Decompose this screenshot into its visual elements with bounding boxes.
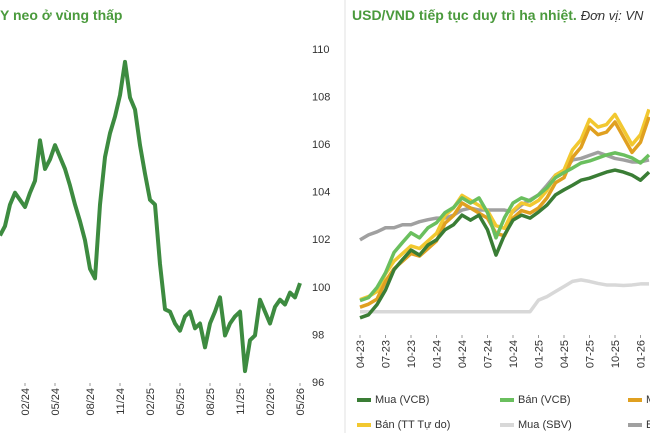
y-tick-label: 110	[312, 44, 330, 56]
x-tick-label: 11/25	[235, 388, 247, 415]
x-tick-label: 07-25	[585, 340, 597, 368]
y-tick-label: 100	[312, 282, 330, 294]
y-tick-label: 96	[312, 377, 324, 389]
x-tick-label: 04-25	[559, 340, 571, 368]
x-tick-label: 10-25	[610, 340, 622, 368]
series-line	[359, 108, 650, 302]
x-tick-label: 05/24	[50, 388, 62, 416]
x-tick-label: 05/26	[295, 388, 307, 416]
series-line	[0, 59, 302, 374]
legend-label: B	[646, 419, 650, 431]
legend-label: Bán (VCB)	[518, 394, 571, 406]
x-tick-label: 07-24	[483, 340, 495, 368]
chart-title: USD/VND tiếp tục duy trì hạ nhiệt. Đơn v…	[352, 7, 644, 23]
x-tick-label: 08/25	[205, 388, 217, 416]
x-tick-label: 04-23	[355, 340, 367, 368]
legend-label: Bán (TT Tự do)	[375, 419, 450, 431]
x-tick-label: 01-24	[432, 340, 444, 368]
legend-label: Mua (SBV)	[518, 419, 572, 431]
x-tick-label: 10-23	[406, 340, 418, 368]
x-tick-label: 02/25	[145, 388, 157, 416]
y-tick-label: 102	[312, 234, 330, 246]
y-tick-label: 108	[312, 91, 330, 103]
x-tick-label: 04-24	[457, 340, 469, 368]
series-line	[359, 150, 650, 242]
x-tick-label: 01-25	[534, 340, 546, 368]
legend-label: M	[646, 394, 650, 406]
x-tick-label: 05/25	[175, 388, 187, 416]
chart-title: Y neo ở vùng thấp	[0, 7, 122, 23]
chart-title: USD/VND tiếp tục duy trì hạ nhiệt.	[352, 7, 577, 23]
x-tick-label: 11/24	[115, 388, 127, 415]
y-tick-label: 98	[312, 329, 324, 341]
series-line	[360, 278, 649, 314]
legend-label: Mua (VCB)	[375, 394, 429, 406]
x-tick-label: 10-24	[508, 340, 520, 368]
series-line	[359, 151, 650, 303]
x-tick-label: 08/24	[85, 388, 97, 416]
x-tick-label: 02/26	[265, 388, 277, 416]
y-tick-label: 106	[312, 139, 330, 151]
series-line	[359, 116, 650, 309]
chart-subtitle: Đơn vị: VN	[581, 8, 644, 23]
x-tick-label: 02/24	[20, 388, 32, 416]
y-tick-label: 104	[312, 187, 330, 199]
x-tick-label: 07-23	[381, 340, 393, 368]
x-tick-label: 01-26	[636, 340, 648, 368]
series-line	[359, 168, 650, 320]
